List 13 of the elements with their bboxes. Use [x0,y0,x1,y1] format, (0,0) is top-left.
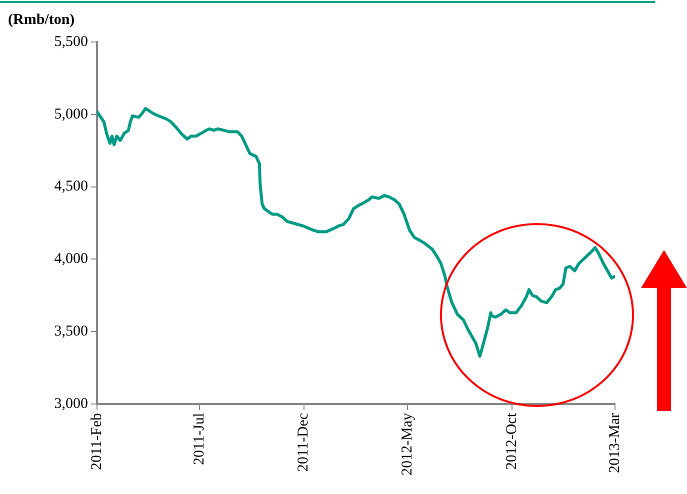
x-tick-label: 2011-Jul [191,413,208,465]
y-tick-label: 4,500 [54,178,88,195]
y-tick-label: 3,000 [54,396,88,412]
y-tick-label: 5,000 [54,106,88,122]
x-tick-label: 2012-Oct [504,412,520,470]
x-tick-label: 2011-Dec [296,412,312,472]
y-axis-title: (Rmb/ton) [8,12,75,28]
y-tick-label: 4,000 [54,251,88,268]
y-tick-label: 5,500 [54,34,88,50]
y-tick-label: 3,500 [54,324,88,340]
x-tick-label: 2011-Feb [88,413,105,470]
x-tick-label: 2013-Mar [606,413,623,473]
x-tick-label: 2012-May [399,412,416,476]
